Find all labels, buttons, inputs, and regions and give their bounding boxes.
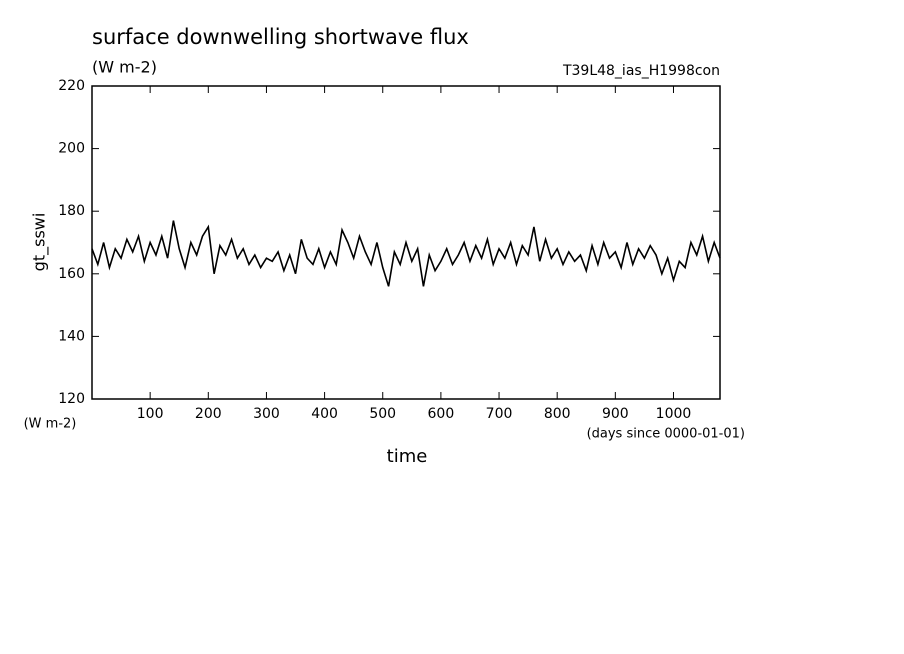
x-tick-label: 300 — [253, 406, 280, 422]
x-unit-label: (days since 0000-01-01) — [587, 427, 745, 442]
x-tick-label: 600 — [428, 406, 455, 422]
data-line — [91, 220, 721, 287]
x-tick-label: 400 — [311, 406, 338, 422]
x-axis-label: time — [387, 446, 428, 467]
y-tick-label: 120 — [58, 391, 85, 407]
x-tick-label: 900 — [602, 406, 629, 422]
x-tick-label: 800 — [544, 406, 571, 422]
x-tick-label: 700 — [486, 406, 513, 422]
plot-frame — [91, 85, 721, 400]
y-tick-label: 140 — [58, 328, 85, 344]
chart-title: surface downwelling shortwave flux — [92, 25, 469, 49]
y-axis-label: gt_sswi — [30, 213, 50, 272]
y-tick-label: 160 — [58, 266, 85, 282]
x-tick-label: 1000 — [656, 406, 692, 422]
x-tick-label: 500 — [369, 406, 396, 422]
y-tick-label: 180 — [58, 203, 85, 219]
y-tick-label: 220 — [58, 78, 85, 94]
experiment-label: T39L48_ias_H1998con — [562, 63, 720, 79]
x-tick-label: 200 — [195, 406, 222, 422]
y-tick-label: 200 — [58, 141, 85, 157]
chart-subtitle: (W m-2) — [92, 58, 157, 77]
y-unit-label: (W m-2) — [24, 417, 77, 432]
x-tick-label: 100 — [137, 406, 164, 422]
